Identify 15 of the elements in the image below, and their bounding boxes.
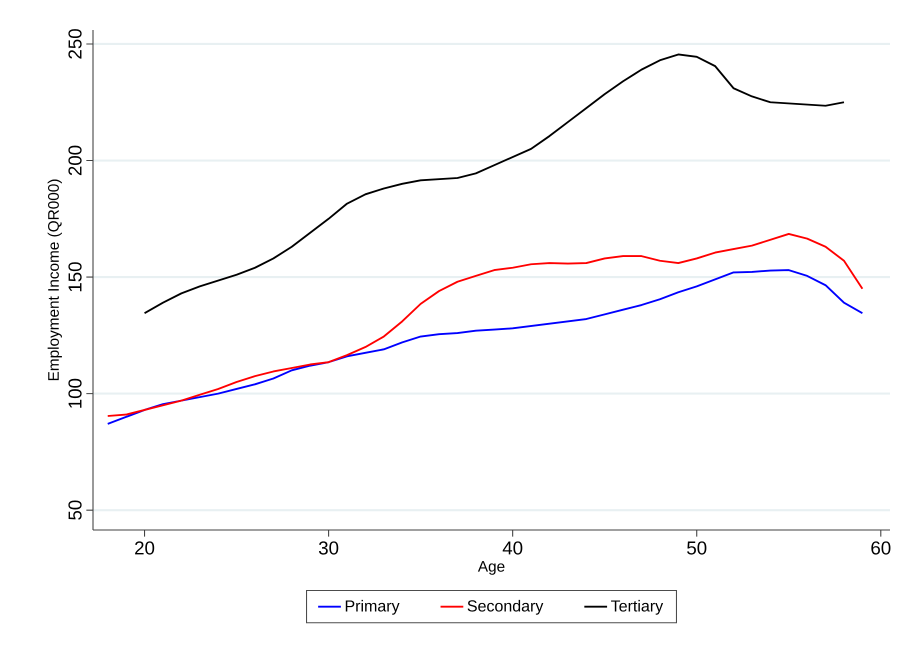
legend-label: Tertiary bbox=[611, 600, 664, 615]
y-tick-label: 250 bbox=[68, 29, 82, 59]
x-axis-title: Age bbox=[478, 561, 504, 575]
legend-label: Primary bbox=[346, 600, 400, 615]
y-axis-title: Employment Income (QR000) bbox=[48, 180, 62, 380]
x-tick-label: 20 bbox=[135, 541, 154, 555]
x-tick-label: 50 bbox=[687, 541, 706, 555]
y-tick-label: 100 bbox=[68, 378, 82, 408]
legend-label: Secondary bbox=[468, 600, 544, 615]
y-tick-label: 200 bbox=[68, 146, 82, 176]
y-tick-label: 150 bbox=[68, 262, 82, 292]
x-tick-label: 30 bbox=[318, 541, 338, 555]
x-tick-label: 40 bbox=[502, 541, 522, 555]
y-tick-label: 50 bbox=[68, 500, 82, 520]
x-tick-label: 60 bbox=[871, 541, 890, 555]
